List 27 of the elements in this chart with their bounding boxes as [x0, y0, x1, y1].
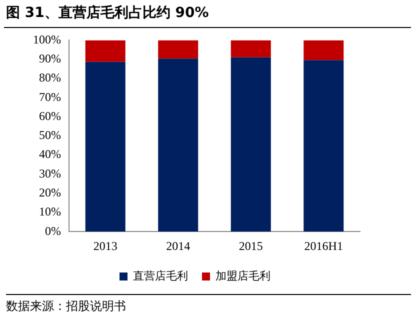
y-tick-label: 30%	[38, 166, 61, 180]
y-tick-label: 60%	[38, 108, 61, 123]
bar	[304, 40, 344, 60]
y-tick-label: 100%	[32, 32, 61, 46]
x-tick-label: 2015	[238, 238, 263, 253]
y-tick-label: 10%	[38, 204, 61, 219]
y-tick-label: 90%	[38, 51, 61, 66]
bar	[85, 62, 126, 232]
legend-label: 加盟店毛利	[216, 270, 270, 283]
y-tick-label: 50%	[38, 128, 61, 142]
bar	[158, 58, 198, 232]
bar	[304, 60, 344, 232]
x-tick-label: 2014	[166, 238, 190, 253]
x-tick-label: 2016H1	[304, 238, 343, 253]
y-tick-label: 40%	[38, 147, 61, 162]
bar	[158, 40, 198, 59]
y-tick-label: 20%	[38, 185, 61, 200]
bar	[85, 40, 126, 62]
y-tick-label: 0%	[44, 224, 61, 238]
source-note: 数据来源：招股说明书	[6, 294, 411, 315]
chart-title: 图 31、直营店毛利占比约 90%	[6, 4, 209, 22]
x-tick-label: 2013	[93, 238, 118, 253]
legend-label: 直营店毛利	[133, 270, 188, 283]
bar	[230, 57, 271, 232]
y-tick-label: 70%	[38, 90, 61, 104]
bar	[230, 40, 271, 58]
y-tick-label: 80%	[38, 70, 61, 85]
